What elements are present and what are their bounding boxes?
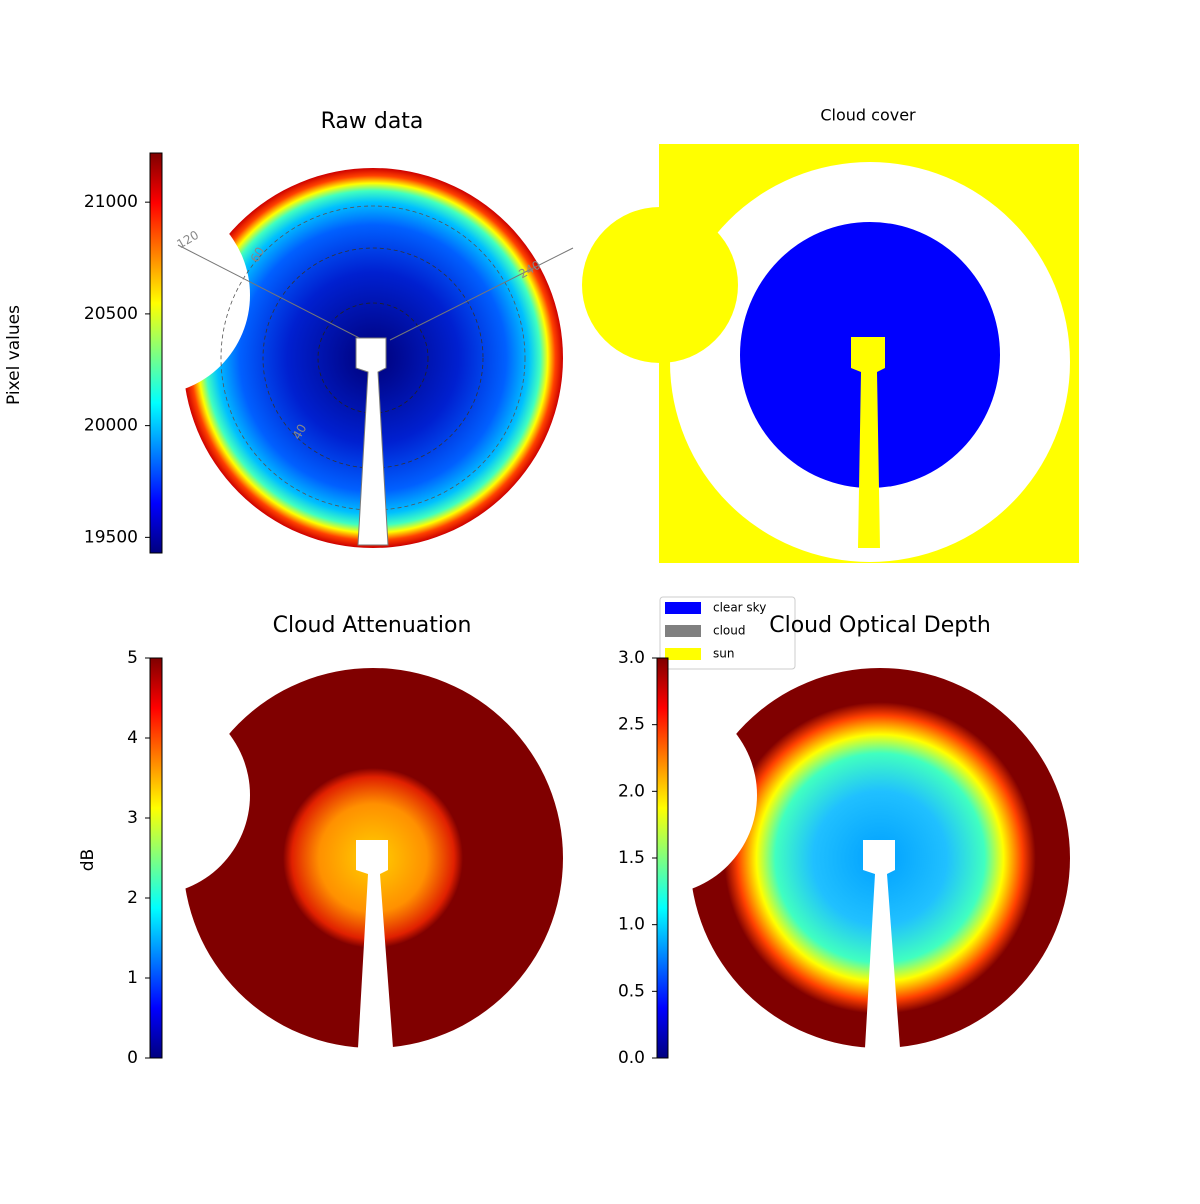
colorbar-tick-label: 19500 xyxy=(84,527,138,547)
colorbar-tick-label: 1 xyxy=(127,968,138,988)
colorbar xyxy=(149,657,163,1059)
polar-label: 40 xyxy=(290,422,310,442)
colorbar-tick-label: 21000 xyxy=(84,192,138,212)
legend-swatch xyxy=(665,602,701,614)
legend-swatch xyxy=(665,648,701,660)
colorbar-tick-label: 3 xyxy=(127,808,138,828)
colorbar-tick-label: 0 xyxy=(127,1048,138,1068)
attenuation-image xyxy=(50,668,563,1048)
colorbar-tick-label: 3.0 xyxy=(618,648,645,668)
colorbar-label: Pixel values xyxy=(4,305,24,405)
legend-label: cloud xyxy=(713,624,746,638)
colorbar xyxy=(149,152,163,554)
colorbar-tick-label: 20000 xyxy=(84,416,138,436)
colorbar-tick-label: 20500 xyxy=(84,304,138,324)
panel-title: Cloud Attenuation xyxy=(273,613,472,638)
legend-label: sun xyxy=(713,647,734,661)
raw-image xyxy=(50,168,574,548)
panel-title: Cloud cover xyxy=(820,106,916,125)
legend-label: clear sky xyxy=(713,601,766,615)
colorbar-tick-label: 4 xyxy=(127,728,138,748)
colorbar-label: dB xyxy=(78,849,98,871)
polar-label: 60 xyxy=(248,245,268,265)
colorbar-tick-label: 2.0 xyxy=(618,781,645,801)
colorbar-tick-label: 1.5 xyxy=(618,848,645,868)
panel-title: Raw data xyxy=(321,109,424,134)
cloud-cover-image xyxy=(582,144,1079,563)
panel-title: Cloud Optical Depth xyxy=(769,613,991,638)
colorbar-tick-label: 2.5 xyxy=(618,715,645,735)
colorbar-tick-label: 5 xyxy=(127,648,138,668)
colorbar-tick-label: 2 xyxy=(127,888,138,908)
colorbar xyxy=(656,657,669,1059)
colorbar-tick-label: 0.5 xyxy=(618,981,645,1001)
colorbar-tick-label: 0.0 xyxy=(618,1048,645,1068)
legend-swatch xyxy=(665,625,701,637)
colorbar-tick-label: 1.0 xyxy=(618,915,645,935)
